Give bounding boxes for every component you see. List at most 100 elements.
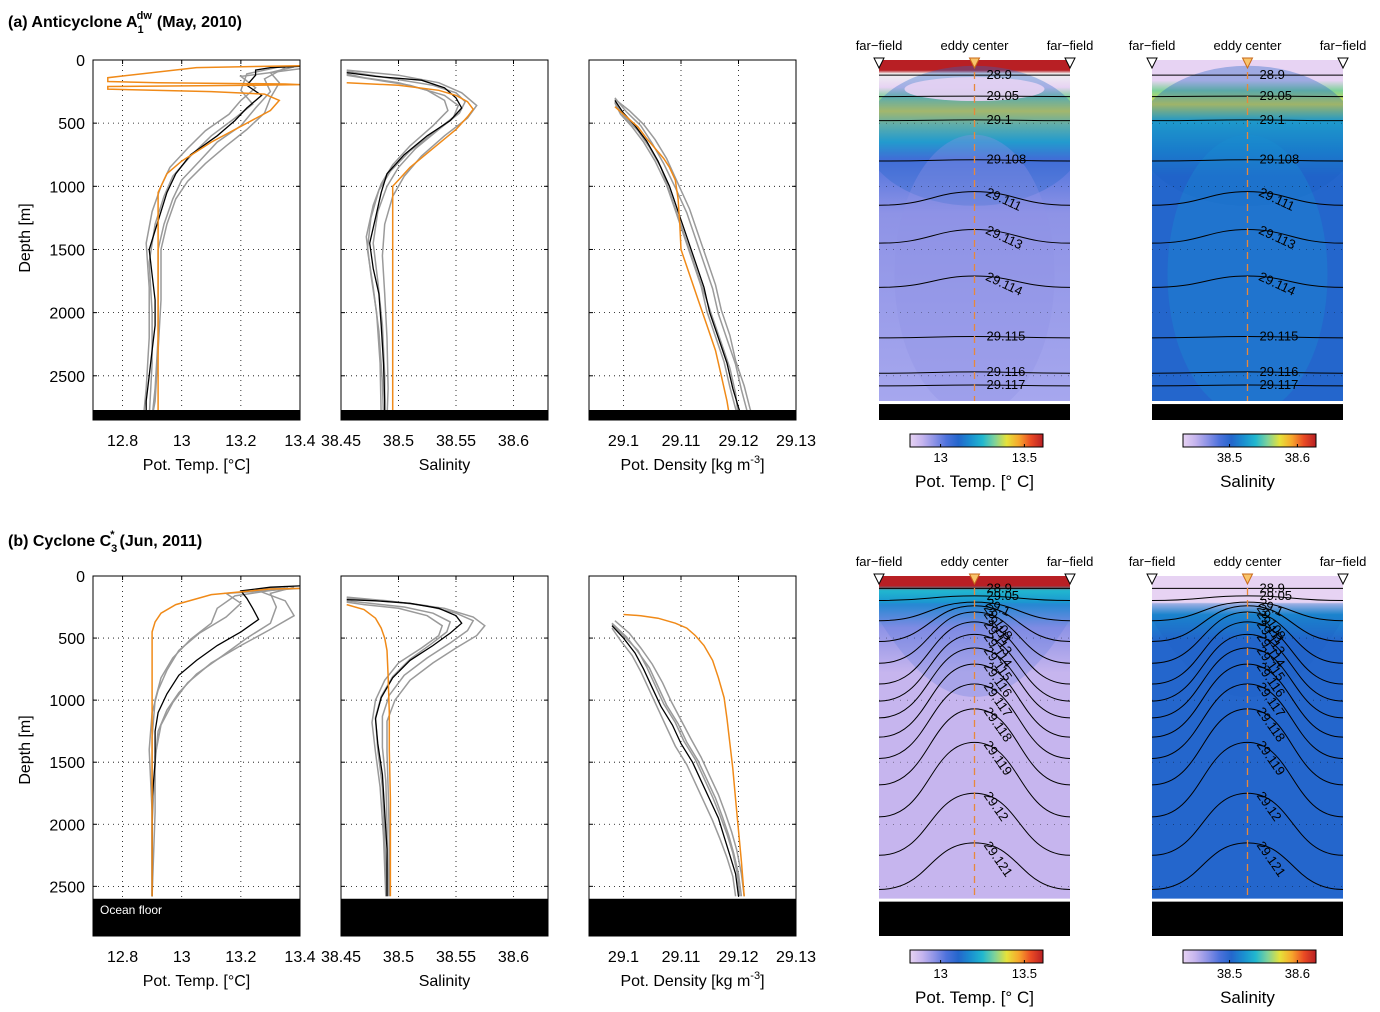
x-tick-label: 29.13 [776, 433, 816, 450]
row-a-temp-section-panel: 28.929.0529.129.10829.11129.11329.11429.… [856, 38, 1094, 491]
profile-lines [346, 596, 486, 897]
far-field-right-label: far−field [1047, 554, 1094, 569]
density-contour [1152, 191, 1343, 206]
colorbar-tick-label: 13.5 [1012, 966, 1037, 981]
row-b-ytick-label: 2500 [49, 879, 85, 896]
far-field-left-label: far−field [856, 554, 903, 569]
x-axis-label: Pot. Temp. [°C] [143, 457, 250, 474]
x-tick-label: 38.55 [436, 433, 476, 450]
row-a-sub: 1 [138, 24, 144, 36]
gray-profile-line [151, 66, 295, 418]
profile-lines [611, 613, 745, 897]
row-a-label: (a) Anticyclone A [8, 14, 138, 31]
row-b-date: (Jun, 2011) [120, 533, 203, 550]
row-b-ytick-label: 0 [76, 569, 85, 586]
row-a-ytick-label: 1000 [49, 179, 85, 196]
density-contour [879, 119, 1070, 122]
x-tick-label: 29.11 [662, 433, 701, 450]
density-contour-label: 29.117 [1260, 377, 1299, 392]
section-field: 28.929.0529.129.10829.11129.11329.11429.… [1152, 60, 1343, 402]
profile-lines [148, 585, 300, 897]
density-contour-label: 29.1 [1260, 112, 1285, 127]
station-marker [1064, 573, 1076, 586]
row-a-dens-profile-panel: 29.1 29.11 29.12 29.13 Pot. Density [kg m-3] [588, 59, 816, 474]
seafloor-block [93, 898, 300, 936]
density-contour-label: 29.108 [987, 152, 1027, 167]
orange-profile-line [623, 613, 745, 897]
orange-profile-line [346, 603, 392, 897]
x-tick-label: 29.1 [608, 949, 639, 966]
far-field-right-label: far−field [1320, 554, 1367, 569]
density-contour-label: 28.9 [987, 580, 1012, 595]
gray-profile-line [346, 73, 449, 418]
colorbar [1182, 949, 1317, 964]
density-contour [1152, 119, 1343, 122]
row-a-ytick-label: 2500 [49, 369, 85, 386]
row-b-ytick-label: 1500 [49, 755, 85, 772]
density-contour-label: 28.9 [1260, 580, 1285, 595]
x-tick-label: 38.6 [498, 949, 529, 966]
x-tick-label: 38.55 [436, 949, 476, 966]
row-b-dens-profile-panel: 29.1 29.11 29.12 29.13 Pot. Density [kg m-3] [588, 575, 816, 990]
density-contour-label: 29.108 [1260, 152, 1300, 167]
x-tick-label: 13 [173, 433, 191, 450]
axes-frame [588, 59, 797, 421]
x-tick-label: 29.13 [776, 949, 816, 966]
mean-profile-line [346, 598, 463, 897]
x-axis-label-main: Pot. Temp. [°C] [143, 973, 250, 990]
orange-profile-line [614, 106, 731, 419]
x-axis-label: Salinity [419, 457, 471, 474]
profile-lines [107, 64, 300, 419]
eddy-center-label: eddy center [1214, 554, 1283, 569]
x-tick-label: 38.5 [383, 949, 414, 966]
gray-profile-line [346, 600, 452, 897]
axes-frame [340, 59, 549, 421]
density-contour [1152, 621, 1343, 685]
density-contour [879, 371, 1070, 374]
gray-profile-line [151, 585, 296, 897]
gray-profile-line [614, 101, 740, 418]
gray-profile-line [151, 586, 295, 897]
x-axis-label-main: Pot. Density [kg m [620, 973, 750, 990]
density-contour-label: 29.05 [1260, 588, 1293, 603]
gray-profile-line [346, 597, 486, 897]
colorbar-tick-label: 38.5 [1217, 450, 1242, 465]
ocean-floor-label: Ocean floor [100, 903, 162, 917]
mean-profile-line [346, 71, 463, 417]
density-contour [1152, 741, 1343, 818]
orange-profile-line [346, 81, 475, 419]
gray-profile-line [611, 627, 737, 897]
station-marker [873, 573, 885, 586]
gray-profile-line [142, 68, 300, 419]
row-a-ytick-label: 2000 [49, 306, 85, 323]
density-contour [1152, 371, 1343, 374]
row-b-sal-profile-panel: 38.45 38.5 38.55 38.6 Salinity [321, 575, 549, 990]
gray-profile-line [346, 70, 467, 418]
gray-profile-line [346, 69, 478, 419]
far-field-right-label: far−field [1320, 38, 1367, 53]
gray-profile-line [611, 623, 741, 897]
colorbar-label: Salinity [1220, 472, 1275, 491]
x-axis-label: Salinity [419, 973, 471, 990]
gray-profile-line [346, 596, 475, 897]
density-contour-label: 29.117 [987, 377, 1026, 392]
gray-profile-line [151, 587, 289, 897]
x-tick-label: 29.11 [662, 949, 701, 966]
density-contour [1152, 633, 1343, 702]
gray-profile-line [148, 65, 283, 418]
colorbar-label: Salinity [1220, 988, 1275, 1007]
section-floor-block [1152, 901, 1343, 936]
colorbar-label: Pot. Temp. [° C] [915, 988, 1034, 1007]
row-b-sup: * [110, 529, 115, 541]
density-contour-label: 29.05 [987, 588, 1020, 603]
mean-profile-line [614, 100, 743, 417]
seafloor-block [93, 410, 300, 420]
plots-layer: 0 500 1000 1500 2000 2500 12.8 13 13.2 13.4 Pot. T… [49, 38, 1366, 1007]
x-axis-label: Pot. Density [kg m-3] [620, 454, 764, 474]
x-tick-label: 13 [173, 949, 191, 966]
axes-frame [340, 575, 549, 937]
x-axis-label-sup: -3 [750, 454, 760, 466]
row-b-label: (b) Cyclone C [8, 533, 112, 550]
station-marker [873, 57, 885, 70]
